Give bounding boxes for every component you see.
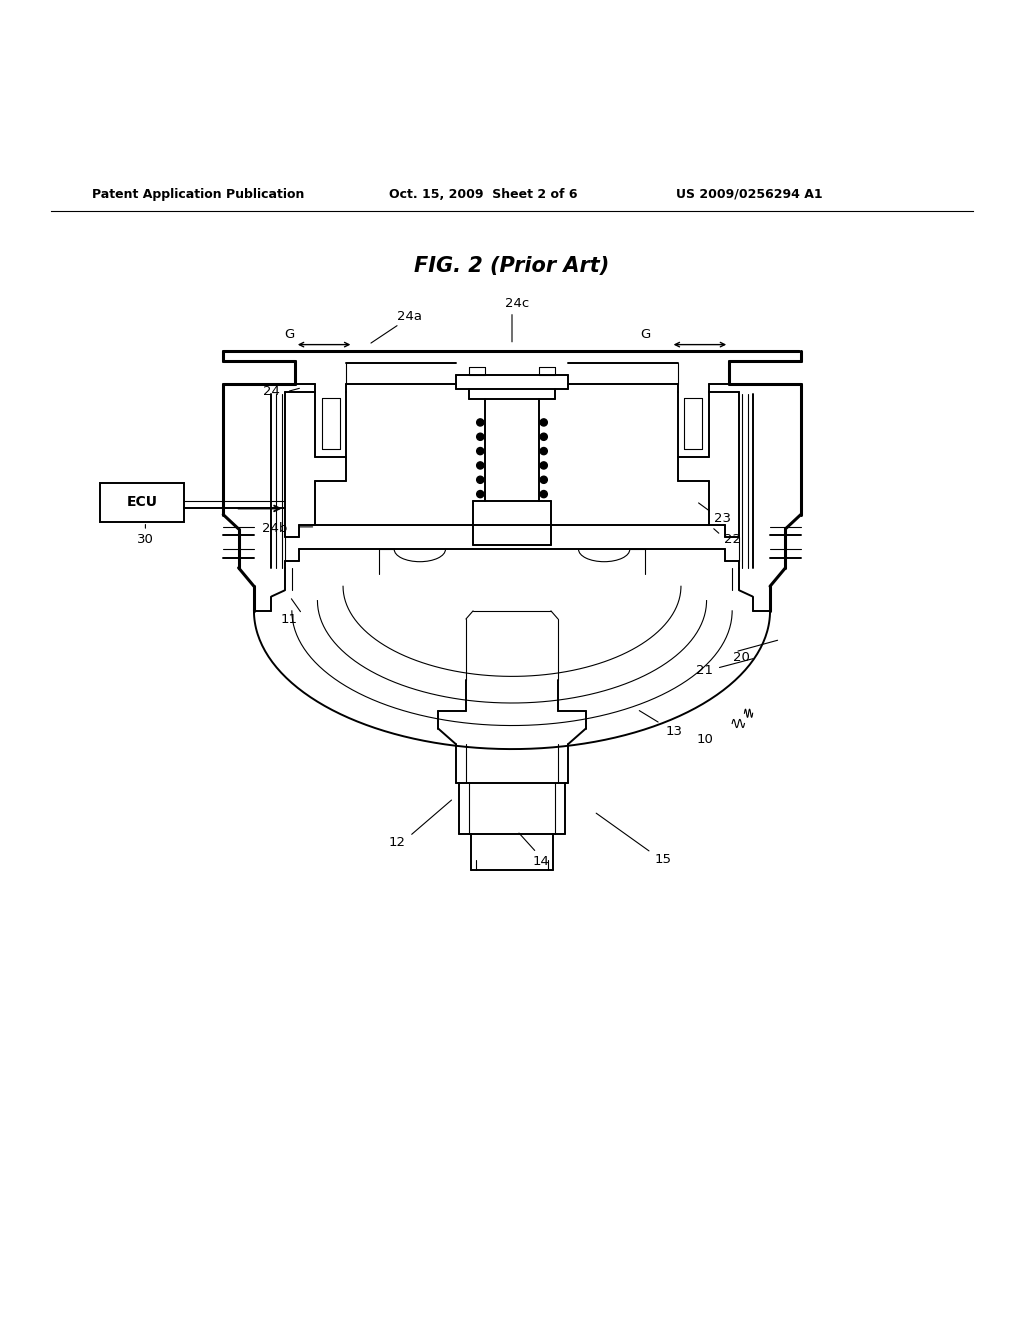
Circle shape (476, 433, 483, 441)
Text: Patent Application Publication: Patent Application Publication (92, 187, 304, 201)
Text: US 2009/0256294 A1: US 2009/0256294 A1 (676, 187, 822, 201)
Text: 24: 24 (263, 385, 280, 399)
Text: 10: 10 (696, 734, 713, 746)
Circle shape (541, 477, 547, 483)
Circle shape (476, 462, 483, 469)
Circle shape (541, 418, 547, 426)
Circle shape (541, 491, 547, 498)
Text: ECU: ECU (127, 495, 158, 510)
Text: 14: 14 (532, 855, 549, 869)
Circle shape (476, 477, 483, 483)
Text: G: G (285, 327, 295, 341)
Bar (100, 483, 184, 521)
Text: 13: 13 (666, 725, 682, 738)
Text: G: G (640, 327, 650, 341)
Text: 21: 21 (696, 664, 713, 677)
Text: Oct. 15, 2009  Sheet 2 of 6: Oct. 15, 2009 Sheet 2 of 6 (389, 187, 578, 201)
Text: 30: 30 (137, 533, 154, 545)
Text: 24a: 24a (397, 310, 422, 323)
Circle shape (541, 462, 547, 469)
Text: 12: 12 (389, 836, 406, 849)
Circle shape (541, 433, 547, 441)
Text: FIG. 2 (Prior Art): FIG. 2 (Prior Art) (415, 256, 609, 276)
Text: 23: 23 (715, 512, 731, 525)
Circle shape (476, 491, 483, 498)
Text: 24c: 24c (505, 297, 529, 310)
Text: 22: 22 (724, 533, 740, 545)
Text: 11: 11 (281, 612, 297, 626)
Text: 15: 15 (655, 853, 672, 866)
Text: 24b: 24b (262, 523, 287, 536)
Circle shape (541, 447, 547, 454)
Circle shape (476, 418, 483, 426)
Circle shape (476, 447, 483, 454)
Text: 20: 20 (733, 652, 750, 664)
